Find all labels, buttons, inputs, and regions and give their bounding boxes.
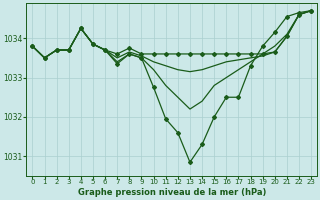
X-axis label: Graphe pression niveau de la mer (hPa): Graphe pression niveau de la mer (hPa) — [77, 188, 266, 197]
